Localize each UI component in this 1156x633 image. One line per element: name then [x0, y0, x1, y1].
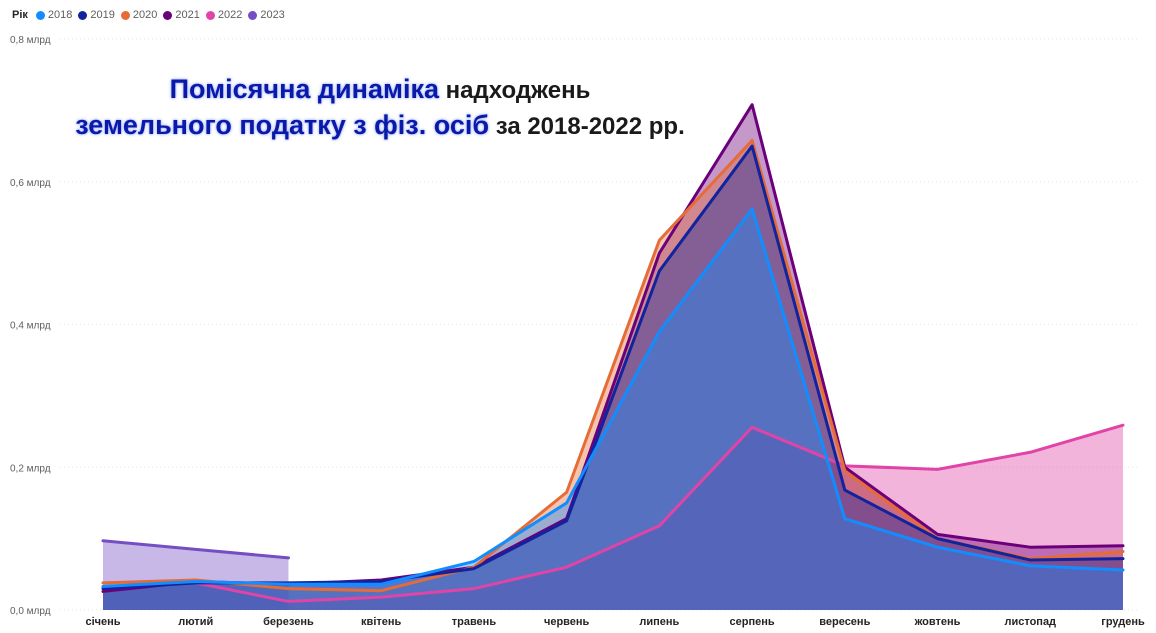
x-tick-label: серпень [730, 616, 775, 628]
title-highlight-1: Помісячна динаміка [169, 74, 439, 104]
area-2022 [103, 425, 1123, 610]
area-2020 [103, 140, 1123, 611]
x-tick-label: лютий [178, 616, 213, 628]
x-tick-label: липень [639, 616, 679, 628]
x-tick-label: вересень [819, 616, 870, 628]
chart-title-line-2: земельного податку з фіз. осіб за 2018-2… [60, 108, 700, 144]
line-2023 [101, 539, 290, 560]
legend-title: Рік [12, 9, 28, 21]
title-text-2: за 2018-2022 рр. [489, 113, 685, 140]
legend-marker-2018 [35, 10, 45, 20]
chart-title-line-1: Помісячна динаміка надходжень [150, 72, 610, 108]
legend-marker-2021 [163, 10, 173, 20]
legend-item-2019[interactable]: 2019 [78, 9, 115, 21]
legend-item-2022[interactable]: 2022 [205, 9, 243, 21]
x-tick-label: травень [452, 616, 497, 628]
y-tick-label: 0,8 млрд [10, 35, 51, 46]
x-tick-label: жовтень [914, 616, 961, 628]
legend-marker-2019 [78, 10, 88, 20]
x-tick-label: квітень [361, 616, 401, 628]
area-2021 [103, 104, 1123, 610]
legend-label-2018: 2018 [47, 9, 73, 21]
legend-label-2019: 2019 [90, 9, 115, 21]
legend-marker-2020 [120, 10, 130, 20]
legend-item-2020[interactable]: 2020 [120, 9, 158, 21]
legend-label-2021: 2021 [175, 9, 200, 21]
x-tick-label: листопад [1004, 616, 1056, 628]
title-highlight-2: земельного податку з фіз. осіб [75, 110, 490, 140]
y-tick-label: 0,0 млрд [10, 606, 51, 617]
x-tick-label: січень [85, 616, 120, 628]
legend-item-2021[interactable]: 2021 [163, 9, 200, 21]
y-tick-label: 0,4 млрд [10, 321, 51, 332]
x-tick-label: червень [544, 616, 590, 628]
legend-item-2018[interactable]: 2018 [35, 9, 73, 21]
line-2022 [101, 423, 1125, 603]
legend-label-2020: 2020 [132, 9, 158, 21]
legend-label-2023: 2023 [260, 9, 285, 21]
legend: Рік 2018 2019 2020 2021 2022 2023 [12, 9, 291, 21]
legend-label-2022: 2022 [217, 9, 243, 21]
legend-item-2023[interactable]: 2023 [248, 9, 285, 21]
y-tick-label: 0,2 млрд [10, 463, 51, 474]
legend-marker-2022 [205, 10, 215, 20]
area-2018 [103, 208, 1123, 610]
legend-marker-2023 [248, 10, 258, 20]
x-tick-label: грудень [1101, 616, 1145, 628]
y-tick-label: 0,6 млрд [10, 178, 51, 189]
x-tick-label: березень [263, 616, 314, 628]
title-text-1: надходжень [438, 77, 591, 104]
line-2018 [101, 207, 1125, 588]
